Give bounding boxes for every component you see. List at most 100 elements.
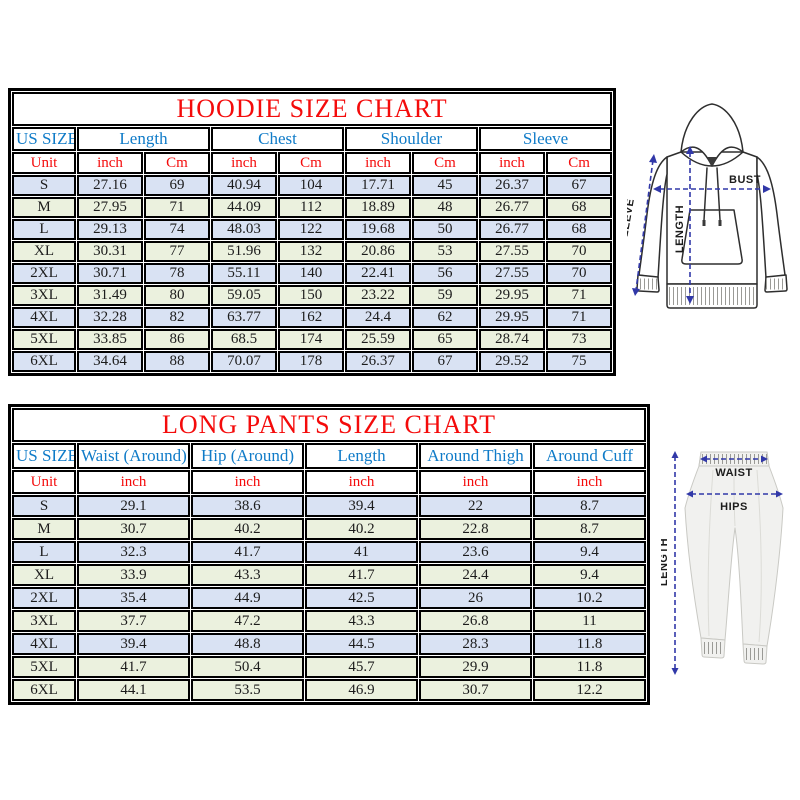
value-cell: 22.41: [345, 263, 411, 284]
size-cell: L: [12, 541, 76, 563]
value-cell: 40.2: [191, 518, 304, 540]
length-header: Length: [305, 443, 418, 469]
value-cell: 39.4: [77, 633, 190, 655]
hoodie-table-body: S 27.16 69 40.94 104 17.71 45 26.37 67 M 27.95 71 44…: [12, 175, 613, 372]
value-cell: 42.5: [305, 587, 418, 609]
value-cell: 178: [278, 351, 344, 372]
unit-cell: Cm: [412, 152, 478, 174]
value-cell: 33.9: [77, 564, 190, 586]
value-cell: 22: [419, 495, 532, 517]
value-cell: 80: [144, 285, 210, 306]
pants-diagram: WAIST HIPS LENGTH: [661, 451, 784, 675]
value-cell: 75: [546, 351, 613, 372]
value-cell: 40.2: [305, 518, 418, 540]
value-cell: 55.11: [211, 263, 277, 284]
value-cell: 59: [412, 285, 478, 306]
value-cell: 34.64: [77, 351, 143, 372]
value-cell: 23.6: [419, 541, 532, 563]
value-cell: 24.4: [345, 307, 411, 328]
value-cell: 24.4: [419, 564, 532, 586]
unit-cell: inch: [419, 470, 532, 494]
value-cell: 104: [278, 175, 344, 196]
sleeve-arrow: [635, 159, 654, 291]
size-cell: XL: [12, 564, 76, 586]
unit-cell: Cm: [546, 152, 613, 174]
value-cell: 39.4: [305, 495, 418, 517]
table-row: 5XL 33.85 86 68.5 174 25.59 65 28.74 73: [12, 329, 613, 350]
value-cell: 20.86: [345, 241, 411, 262]
size-cell: 2XL: [12, 263, 76, 284]
value-cell: 71: [546, 285, 613, 306]
value-cell: 43.3: [191, 564, 304, 586]
unit-cell: inch: [211, 152, 277, 174]
value-cell: 65: [412, 329, 478, 350]
table-row: M 30.7 40.2 40.2 22.8 8.7: [12, 518, 646, 540]
unit-header: Unit: [12, 152, 76, 174]
value-cell: 32.28: [77, 307, 143, 328]
table-row: XL 33.9 43.3 41.7 24.4 9.4: [12, 564, 646, 586]
pants-title-row: LONG PANTS SIZE CHART: [12, 408, 646, 442]
value-cell: 70: [546, 241, 613, 262]
value-cell: 132: [278, 241, 344, 262]
size-cell: 2XL: [12, 587, 76, 609]
value-cell: 82: [144, 307, 210, 328]
unit-header: Unit: [12, 470, 76, 494]
value-cell: 41.7: [191, 541, 304, 563]
value-cell: 71: [546, 307, 613, 328]
shoulder-group-header: Shoulder: [345, 127, 478, 151]
unit-cell: Cm: [278, 152, 344, 174]
value-cell: 41.7: [305, 564, 418, 586]
value-cell: 70: [546, 263, 613, 284]
value-cell: 86: [144, 329, 210, 350]
value-cell: 46.9: [305, 679, 418, 701]
us-size-header: US SIZE: [12, 443, 76, 469]
value-cell: 48: [412, 197, 478, 218]
value-cell: 33.85: [77, 329, 143, 350]
value-cell: 140: [278, 263, 344, 284]
size-cell: 3XL: [12, 610, 76, 632]
thigh-header: Around Thigh: [419, 443, 532, 469]
table-row: XL 30.31 77 51.96 132 20.86 53 27.55 70: [12, 241, 613, 262]
value-cell: 45: [412, 175, 478, 196]
table-row: S 27.16 69 40.94 104 17.71 45 26.37 67: [12, 175, 613, 196]
value-cell: 23.22: [345, 285, 411, 306]
value-cell: 68: [546, 197, 613, 218]
value-cell: 17.71: [345, 175, 411, 196]
size-cell: M: [12, 518, 76, 540]
value-cell: 30.71: [77, 263, 143, 284]
value-cell: 44.1: [77, 679, 190, 701]
value-cell: 53: [412, 241, 478, 262]
size-cell: S: [12, 495, 76, 517]
pants-group-header-row: US SIZE Waist (Around) Hip (Around) Leng…: [12, 443, 646, 469]
table-row: 2XL 30.71 78 55.11 140 22.41 56 27.55 70: [12, 263, 613, 284]
size-cell: 6XL: [12, 351, 76, 372]
value-cell: 32.3: [77, 541, 190, 563]
size-cell: 5XL: [12, 656, 76, 678]
unit-cell: inch: [191, 470, 304, 494]
value-cell: 74: [144, 219, 210, 240]
value-cell: 12.2: [533, 679, 646, 701]
size-cell: M: [12, 197, 76, 218]
value-cell: 30.7: [77, 518, 190, 540]
value-cell: 59.05: [211, 285, 277, 306]
table-row: S 29.1 38.6 39.4 22 8.7: [12, 495, 646, 517]
length-group-header: Length: [77, 127, 210, 151]
value-cell: 78: [144, 263, 210, 284]
value-cell: 28.74: [479, 329, 545, 350]
value-cell: 35.4: [77, 587, 190, 609]
value-cell: 29.95: [479, 285, 545, 306]
unit-cell: inch: [345, 152, 411, 174]
sleeve-label: SLEEVE: [627, 198, 637, 246]
value-cell: 68.5: [211, 329, 277, 350]
value-cell: 50: [412, 219, 478, 240]
value-cell: 26.77: [479, 219, 545, 240]
value-cell: 11.8: [533, 656, 646, 678]
sleeve-group-header: Sleeve: [479, 127, 613, 151]
value-cell: 40.94: [211, 175, 277, 196]
length-label: LENGTH: [674, 205, 686, 253]
value-cell: 38.6: [191, 495, 304, 517]
value-cell: 150: [278, 285, 344, 306]
us-size-header: US SIZE: [12, 127, 76, 151]
unit-cell: inch: [479, 152, 545, 174]
size-cell: 4XL: [12, 307, 76, 328]
